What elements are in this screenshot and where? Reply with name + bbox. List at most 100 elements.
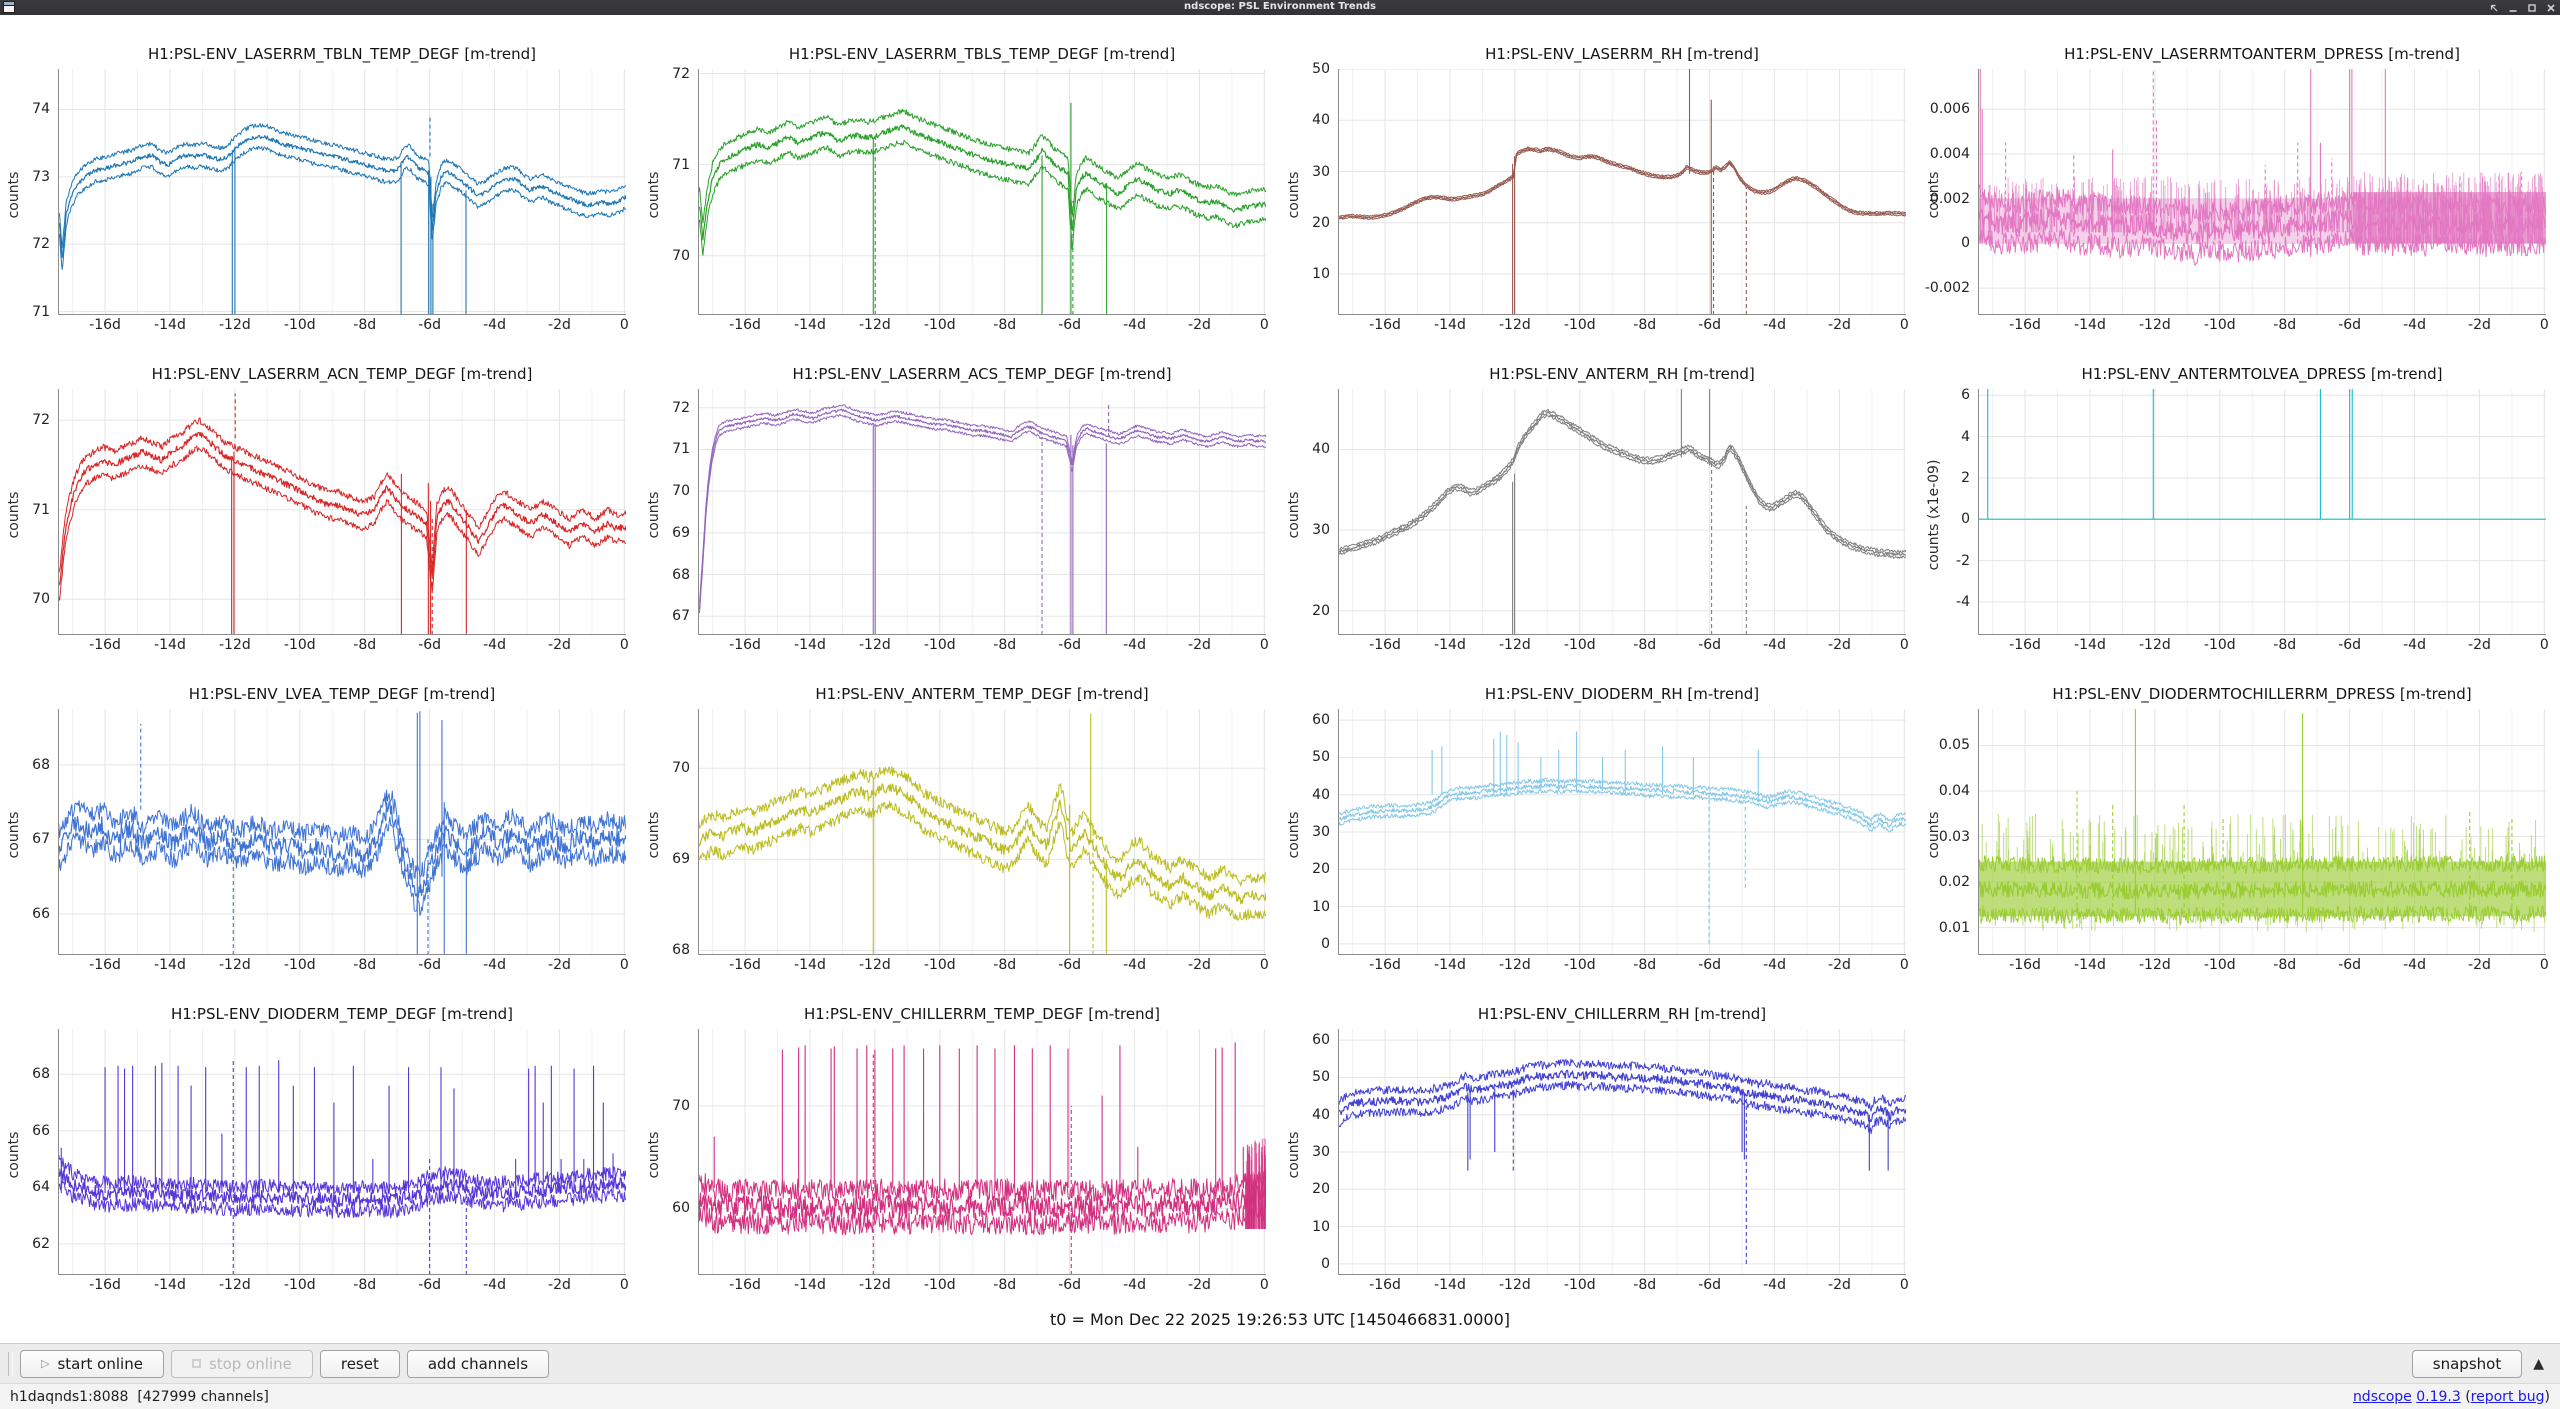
plot-canvas[interactable]: [698, 709, 1266, 955]
plot-panel: H1:PSL-ENV_DIODERM_RH [m-trend] counts 0…: [1280, 655, 1920, 975]
y-axis-ticks: 66 67 68: [12, 709, 54, 955]
y-tick-label: 70: [672, 760, 690, 777]
plot-title: H1:PSL-ENV_LASERRMTOANTERM_DPRESS [m-tre…: [2064, 45, 2460, 63]
reset-button[interactable]: reset: [319, 1349, 400, 1378]
y-tick-label: 0: [1961, 235, 1970, 252]
y-tick-label: 0.002: [1929, 190, 1970, 207]
plot-canvas[interactable]: [1338, 389, 1906, 635]
window-titlebar: ndscope: PSL Environment Trends: [0, 0, 2560, 15]
plot-panel: H1:PSL-ENV_LASERRM_ACS_TEMP_DEGF [m-tren…: [640, 335, 1280, 655]
x-tick-label: -4d: [1123, 957, 1146, 973]
x-tick-label: -12d: [219, 1277, 251, 1293]
x-axis-ticks: -16d -14d -12d -10d -8d -6d -4d -2d 0: [1338, 1277, 1909, 1295]
x-tick-label: -2d: [548, 1277, 571, 1293]
x-tick-label: -2d: [548, 317, 571, 333]
x-axis-ticks: -16d -14d -12d -10d -8d -6d -4d -2d 0: [698, 957, 1269, 975]
plot-canvas[interactable]: [58, 709, 626, 955]
add-channels-button[interactable]: add channels: [406, 1349, 550, 1378]
y-tick-label: 60: [1312, 712, 1330, 729]
y-tick-label: 0: [1961, 511, 1970, 528]
x-tick-label: -14d: [794, 637, 826, 653]
y-tick-label: 40: [1312, 441, 1330, 458]
y-tick-label: 0: [1321, 935, 1330, 952]
x-tick-label: -6d: [1058, 1277, 1082, 1293]
plot-title: H1:PSL-ENV_CHILLERRM_RH [m-trend]: [1477, 1005, 1767, 1023]
x-tick-label: -6d: [418, 1277, 442, 1293]
x-tick-label: -16d: [89, 1277, 121, 1293]
version-link[interactable]: 0.19.3: [2416, 1388, 2461, 1405]
plot-panel: H1:PSL-ENV_LVEA_TEMP_DEGF [m-trend] coun…: [0, 655, 640, 975]
x-tick-label: -8d: [2273, 637, 2297, 653]
y-axis-ticks: 60 70: [652, 1029, 694, 1275]
x-axis-ticks: -16d -14d -12d -10d -8d -6d -4d -2d 0: [1338, 637, 1909, 655]
y-axis-ticks: -0.002 0 0.002 0.004 0.006: [1925, 69, 1974, 315]
plot-canvas[interactable]: [1978, 69, 2546, 315]
x-tick-label: -8d: [1633, 1277, 1657, 1293]
plot-canvas[interactable]: [58, 389, 626, 635]
report-bug-link[interactable]: report bug: [2470, 1388, 2545, 1405]
start-online-button[interactable]: ▷ start online: [20, 1349, 164, 1378]
x-tick-label: -12d: [2139, 957, 2171, 973]
x-tick-label: 0: [1259, 957, 1269, 973]
x-tick-label: 0: [1899, 637, 1909, 653]
x-tick-label: -6d: [1698, 317, 1722, 333]
close-window-icon[interactable]: [2546, 3, 2556, 13]
y-tick-label: 30: [1312, 163, 1330, 180]
plot-title: H1:PSL-ENV_LASERRM_RH [m-trend]: [1485, 45, 1759, 63]
y-tick-label: 60: [672, 1200, 690, 1217]
y-tick-label: 66: [32, 906, 50, 922]
shade-window-icon[interactable]: [2489, 3, 2499, 13]
toolbar-handle[interactable]: [8, 1351, 13, 1376]
plot-canvas[interactable]: [58, 69, 626, 315]
x-tick-label: -14d: [154, 957, 186, 973]
x-tick-label: -16d: [729, 1277, 761, 1293]
plot-canvas[interactable]: [1338, 1029, 1906, 1275]
x-axis-ticks: -16d -14d -12d -10d -8d -6d -4d -2d 0: [1978, 317, 2549, 335]
expand-toolbar-arrow-icon[interactable]: ▲: [2533, 1355, 2544, 1372]
plot-panel: H1:PSL-ENV_ANTERMTOLVEA_DPRESS [m-trend]…: [1920, 335, 2560, 655]
y-tick-label: 20: [1312, 1181, 1330, 1198]
x-tick-label: -2d: [1828, 317, 1851, 333]
x-tick-label: -16d: [89, 957, 121, 973]
x-tick-label: -8d: [353, 637, 377, 653]
x-tick-label: -10d: [1563, 637, 1596, 653]
x-tick-label: -8d: [993, 317, 1017, 333]
plot-panel: H1:PSL-ENV_LASERRMTOANTERM_DPRESS [m-tre…: [1920, 15, 2560, 335]
plot-title: H1:PSL-ENV_LASERRM_TBLS_TEMP_DEGF [m-tre…: [788, 45, 1176, 63]
y-axis-ticks: 71 72 73 74: [12, 69, 54, 319]
plot-canvas[interactable]: [1978, 709, 2546, 955]
plot-canvas[interactable]: [698, 69, 1266, 315]
y-tick-label: 40: [1312, 786, 1330, 803]
paren-open: (: [2465, 1388, 2471, 1405]
minimize-window-icon[interactable]: [2508, 3, 2518, 13]
x-tick-label: -12d: [859, 317, 891, 333]
plot-canvas[interactable]: [1338, 69, 1906, 315]
plot-panel: H1:PSL-ENV_ANTERM_TEMP_DEGF [m-trend] co…: [640, 655, 1280, 975]
y-tick-label: 68: [32, 756, 50, 773]
y-tick-label: 74: [32, 101, 50, 118]
y-tick-label: 20: [1312, 861, 1330, 878]
plot-panel: H1:PSL-ENV_LASERRM_ACN_TEMP_DEGF [m-tren…: [0, 335, 640, 655]
plot-canvas[interactable]: [698, 1029, 1266, 1275]
x-tick-label: -2d: [2468, 317, 2491, 333]
plot-canvas[interactable]: [698, 389, 1266, 635]
plot-title: H1:PSL-ENV_LVEA_TEMP_DEGF [m-trend]: [188, 685, 496, 703]
server-status: h1daqnds1:8088 [427999 channels]: [10, 1388, 269, 1405]
plot-canvas[interactable]: [1338, 709, 1906, 955]
y-tick-label: 71: [672, 441, 690, 458]
snapshot-button[interactable]: snapshot: [2411, 1349, 2523, 1378]
x-axis-ticks: -16d -14d -12d -10d -8d -6d -4d -2d 0: [1338, 317, 1909, 335]
x-tick-label: -10d: [283, 637, 316, 653]
ndscope-link[interactable]: ndscope: [2352, 1388, 2412, 1405]
y-axis-ticks: 10 20 30 40 50: [1292, 61, 1334, 315]
plot-canvas[interactable]: [58, 1029, 626, 1275]
y-tick-label: 0.05: [1938, 737, 1970, 754]
about-links: ndscope 0.19.3 (report bug): [2353, 1389, 2550, 1405]
plot-canvas[interactable]: [1978, 389, 2546, 635]
maximize-window-icon[interactable]: [2527, 3, 2537, 13]
y-tick-label: 70: [672, 247, 690, 264]
stop-online-button[interactable]: stop online: [170, 1349, 313, 1378]
x-tick-label: -4d: [483, 317, 506, 333]
x-tick-label: -14d: [1434, 637, 1466, 653]
y-tick-label: 60: [1312, 1032, 1330, 1049]
